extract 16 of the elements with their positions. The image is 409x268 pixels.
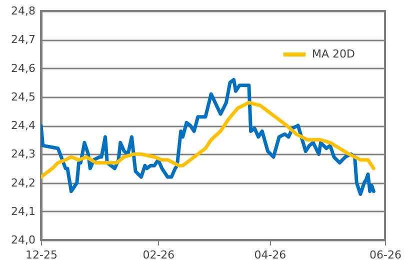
- y-tick-label: 24,7: [11, 33, 36, 46]
- legend-label: MA 20D: [312, 48, 355, 60]
- y-tick-label: 24,8: [11, 4, 36, 18]
- y-tick-label: 24,1: [11, 204, 36, 218]
- y-tick-label: 24,2: [11, 176, 36, 190]
- y-tick-label: 24,3: [11, 148, 36, 161]
- y-tick-label: 24,6: [11, 62, 36, 75]
- y-tick-label: 24,5: [11, 90, 36, 104]
- y-tick-label: 24,4: [11, 119, 36, 132]
- y-tick-label: 24,0: [11, 234, 36, 246]
- x-tick-label: 02-26: [142, 248, 175, 262]
- x-tick-label: 04-26: [254, 248, 286, 262]
- x-tick-label: 06-26: [370, 248, 402, 262]
- line-series: [41, 78, 376, 196]
- line-series: [41, 100, 376, 179]
- x-tick-label: 12-25: [26, 248, 58, 262]
